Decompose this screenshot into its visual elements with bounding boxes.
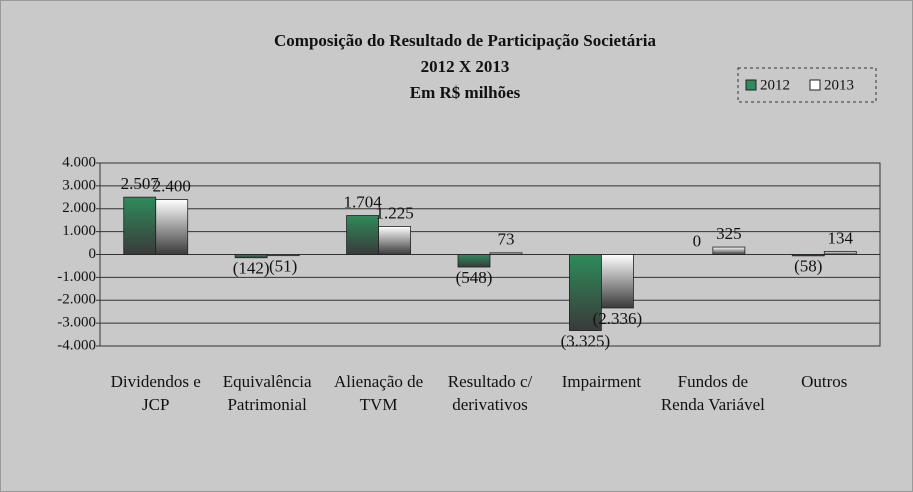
bar — [346, 215, 379, 255]
value-label: 134 — [828, 228, 854, 247]
y-tick-label: 1.000 — [62, 223, 96, 239]
bar — [601, 254, 634, 309]
x-tick-label: Fundos de Renda Variável — [660, 372, 765, 414]
bar — [234, 254, 268, 259]
bar — [489, 252, 523, 255]
legend-swatch — [809, 79, 821, 91]
x-tick-label: Resultado c/ derivativos — [447, 372, 533, 414]
bar — [155, 199, 189, 255]
bar — [569, 254, 602, 331]
x-tick-label: Impairment — [561, 372, 642, 391]
legend-label: 2013 — [824, 77, 854, 93]
legend-swatch — [745, 79, 757, 91]
value-label: 0 — [693, 231, 702, 250]
bar — [378, 226, 411, 255]
value-label: (58) — [794, 257, 822, 276]
value-label: 2.507 — [121, 174, 160, 193]
x-tick-label: Outros — [801, 372, 848, 391]
x-tick-label: Dividendos e JCP — [110, 372, 201, 414]
bar — [791, 254, 825, 257]
y-tick-label: 3.000 — [62, 177, 96, 193]
value-label: (142) — [233, 259, 270, 278]
x-tick-label: Equivalência Patrimonial — [222, 372, 312, 414]
value-label: 1.225 — [375, 203, 413, 222]
bar — [266, 254, 300, 257]
bar — [823, 251, 857, 255]
legend-box — [737, 67, 877, 103]
value-label: (548) — [456, 268, 493, 287]
y-tick-label: -1.000 — [57, 269, 96, 285]
y-tick-label: -4.000 — [57, 337, 96, 353]
bar — [712, 246, 746, 255]
y-tick-label: -2.000 — [57, 292, 96, 308]
value-label: 2.400 — [153, 177, 191, 196]
value-label: 1.704 — [343, 192, 382, 211]
x-tick-label: Alienação de TVM — [333, 372, 424, 414]
value-label: 73 — [498, 230, 515, 249]
chart-title: Composição do Resultado de Participação … — [274, 31, 656, 50]
chart-subtitle: 2012 X 2013 — [421, 57, 510, 76]
legend-label: 2012 — [760, 77, 790, 93]
value-label: (2.336) — [593, 309, 643, 328]
bar — [123, 196, 157, 255]
y-tick-label: 0 — [89, 246, 97, 262]
value-label: (3.325) — [561, 331, 611, 350]
unit-label: Em R$ milhões — [410, 83, 521, 102]
value-label: (51) — [269, 257, 297, 276]
y-tick-label: -3.000 — [57, 315, 96, 331]
y-tick-label: 4.000 — [62, 154, 96, 170]
y-tick-label: 2.000 — [62, 200, 96, 216]
value-label: 325 — [716, 224, 742, 243]
bar — [457, 254, 491, 268]
